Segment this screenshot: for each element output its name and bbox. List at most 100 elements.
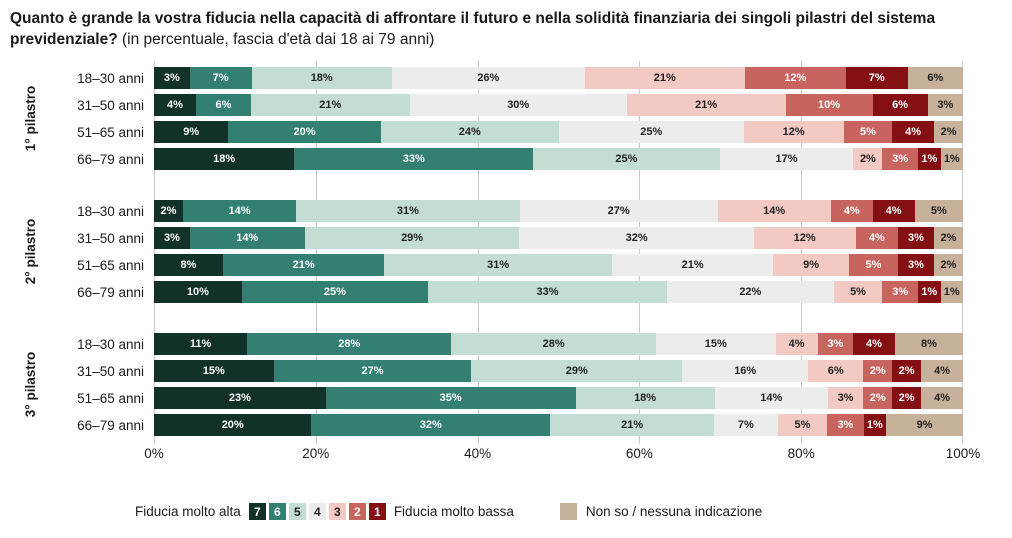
- segment-value-label: 28%: [542, 337, 565, 350]
- segment-value-label: 12%: [793, 231, 816, 244]
- chart-row: 51–65 anni 9% 20% 24% 25% 12% 5% 4% 2%: [44, 121, 963, 143]
- segment-value-label: 15%: [704, 337, 727, 350]
- segment-value-label: 35%: [439, 391, 462, 404]
- bar-segment-4: 30%: [409, 94, 627, 116]
- bar-segment-7: 8%: [154, 254, 223, 276]
- pillar-group-label-wrap: 3° pilastro: [18, 333, 44, 436]
- x-axis-tick-label: 80%: [787, 446, 815, 461]
- bar-segment-7: 3%: [154, 227, 190, 249]
- bar-segment-7: 18%: [154, 148, 295, 170]
- segment-value-label: 3%: [837, 391, 854, 404]
- bar-segment-3: 12%: [743, 121, 844, 143]
- bar-segment-7: 11%: [154, 333, 248, 355]
- bar-segment-5: 21%: [250, 94, 410, 116]
- bar-segment-3: 21%: [584, 67, 745, 89]
- segment-value-label: 3%: [892, 285, 909, 298]
- bar-segment-1: 3%: [898, 227, 934, 249]
- segment-value-label: 25%: [323, 285, 346, 298]
- stacked-bar: 23% 35% 18% 14% 3% 2% 2% 4%: [154, 387, 964, 409]
- stacked-bar: 8% 21% 31% 21% 9% 5% 3% 2%: [154, 254, 963, 276]
- bar-segment-6: 14%: [182, 200, 297, 222]
- gridline-layer: [154, 61, 963, 444]
- segment-value-label: 3%: [837, 418, 854, 431]
- segment-value-label: 12%: [784, 71, 807, 84]
- segment-value-label: 25%: [615, 152, 638, 165]
- segment-value-label: 18%: [310, 71, 333, 84]
- bar-segment-7: 10%: [154, 281, 242, 303]
- segment-value-label: 4%: [934, 364, 950, 377]
- bar-segment-6: 27%: [273, 360, 472, 382]
- legend-box-4: 4: [308, 503, 326, 520]
- bar-segment-6: 32%: [311, 414, 551, 436]
- segment-value-label: 9%: [803, 258, 820, 271]
- segment-value-label: 14%: [760, 391, 783, 404]
- chart-row: 18–30 anni 11% 28% 28% 15% 4% 3% 4% 8%: [44, 333, 963, 355]
- pillar-group: 3° pilastro 18–30 anni 11% 28% 28% 15% 4% 3% 4% 8…: [18, 333, 964, 436]
- gridline: [315, 61, 317, 444]
- bar-segment-2: 2%: [863, 387, 893, 409]
- segment-value-label: 2%: [898, 391, 915, 404]
- bar-segment-4: 7%: [714, 414, 778, 436]
- legend-low-label: Fiducia molto bassa: [393, 504, 514, 519]
- segment-value-label: 32%: [625, 231, 648, 244]
- age-band-label: 18–30 anni: [77, 336, 144, 352]
- bar-segment-2: 10%: [785, 94, 873, 116]
- chart-row: 66–79 anni 18% 33% 25% 17% 2% 3% 1% 1%: [44, 148, 964, 170]
- segment-value-label: 2%: [940, 125, 957, 138]
- bar-segment-1: 1%: [918, 148, 941, 170]
- bar-segment-3: 5%: [777, 414, 828, 436]
- segment-value-label: 10%: [186, 285, 209, 298]
- bar-segment-3: 9%: [773, 254, 849, 276]
- x-axis: 0% 20% 40% 60% 80% 100%: [144, 446, 980, 463]
- bar-segment-5: 18%: [251, 67, 392, 89]
- segment-value-label: 30%: [507, 98, 530, 111]
- stacked-bar: 20% 32% 21% 7% 5% 3% 1% 9%: [154, 414, 963, 436]
- bar-segment-7: 9%: [154, 121, 229, 143]
- chart-row: 31–50 anni 3% 14% 29% 32% 12% 4% 3% 2%: [44, 227, 964, 249]
- bar-segment-1: 6%: [872, 94, 928, 116]
- bar-segment-2: 3%: [817, 333, 854, 355]
- gridline: [477, 61, 479, 444]
- segment-value-label: 5%: [850, 285, 866, 298]
- bar-segment-7: 4%: [154, 94, 196, 116]
- pillar-group-label: 2° pilastro: [23, 218, 39, 285]
- segment-value-label: 2%: [859, 152, 876, 165]
- gridline: [639, 61, 641, 444]
- pillar-group-label: 1° pilastro: [23, 85, 39, 152]
- bar-segment-non_so: 9%: [886, 414, 963, 436]
- bar-segment-2: 4%: [855, 227, 898, 249]
- segment-value-label: 14%: [236, 231, 259, 244]
- segment-value-label: 11%: [189, 337, 212, 350]
- bar-segment-4: 15%: [655, 333, 776, 355]
- bar-segment-6: 6%: [195, 94, 251, 116]
- chart-row: 51–65 anni 23% 35% 18% 14% 3% 2% 2% 4%: [44, 387, 964, 409]
- bar-segment-1: 3%: [898, 254, 934, 276]
- bar-segment-2: 5%: [843, 121, 893, 143]
- bar-segment-non_so: 5%: [914, 200, 964, 222]
- bar-segment-2: 3%: [882, 148, 919, 170]
- legend-box-1: 1: [368, 503, 386, 520]
- stacked-bar: 9% 20% 24% 25% 12% 5% 4% 2%: [154, 121, 963, 143]
- x-axis-tick-label: 0%: [144, 446, 164, 461]
- stacked-bar: 2% 14% 31% 27% 14% 4% 4% 5%: [154, 200, 964, 222]
- segment-value-label: 21%: [695, 98, 718, 111]
- segment-value-label: 5%: [794, 418, 811, 431]
- bar-segment-1: 7%: [845, 67, 908, 89]
- segment-value-label: 5%: [865, 258, 882, 271]
- bar-segment-4: 16%: [682, 360, 809, 382]
- segment-value-label: 21%: [319, 98, 342, 111]
- x-axis-tick-label: 20%: [302, 446, 330, 461]
- pillar-group: 1° pilastro 18–30 anni 3% 7% 18% 26% 21% 12% 7% 6…: [18, 67, 964, 170]
- pillar-group: 2° pilastro 18–30 anni 2% 14% 31% 27% 14% 4% 4% 5…: [18, 200, 964, 303]
- bar-segment-4: 22%: [667, 281, 834, 303]
- bar-segment-2: 4%: [830, 200, 873, 222]
- bar-segment-5: 33%: [428, 281, 668, 303]
- segment-value-label: 33%: [402, 152, 425, 165]
- bar-segment-2: 12%: [744, 67, 846, 89]
- bar-segment-5: 28%: [451, 333, 656, 355]
- stacked-bar: 3% 7% 18% 26% 21% 12% 7% 6%: [154, 67, 963, 89]
- segment-value-label: 21%: [681, 258, 704, 271]
- x-axis-tick-label: 100%: [945, 446, 981, 461]
- bar-segment-7: 15%: [154, 360, 274, 382]
- segment-value-label: 7%: [737, 418, 754, 431]
